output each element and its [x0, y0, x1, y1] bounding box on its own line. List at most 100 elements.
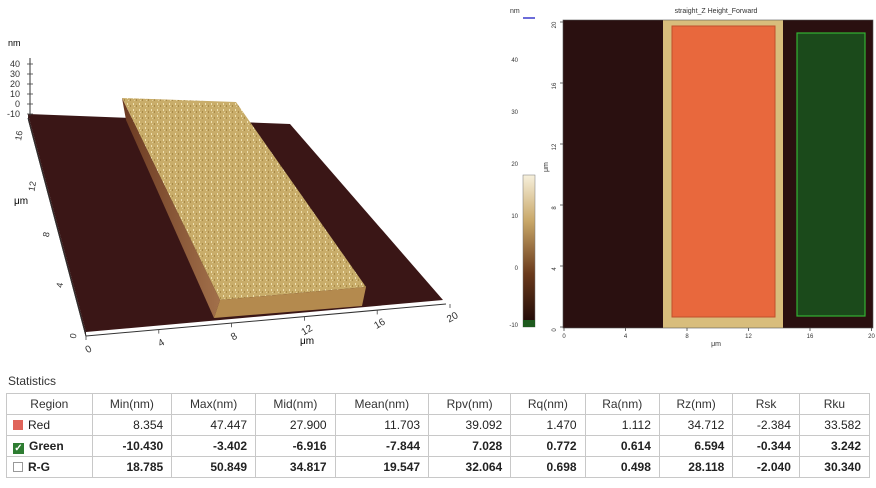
statistics-header-row: Region Min(nm) Max(nm) Mid(nm) Mean(nm) Rpv(n…	[6, 393, 871, 415]
statistics-title: Statistics	[8, 374, 57, 388]
statistic-value: -0.344	[732, 435, 800, 457]
z-tick-label: 30	[10, 69, 20, 79]
z-tick-label: 0	[15, 99, 20, 109]
colorbar-tick-label: 30	[511, 110, 518, 116]
statistic-value: -2.040	[732, 456, 800, 478]
region-color-swatch	[13, 420, 23, 430]
map-y-tick-label: 16	[552, 82, 558, 89]
map-y-tick-label: 20	[552, 21, 558, 28]
map-y-tick-label: 4	[552, 267, 558, 271]
region-name: Red	[28, 418, 51, 432]
colorbar-tick-label: 10	[511, 214, 518, 220]
map-y-tick-label: 12	[552, 143, 558, 150]
x-axis-unit: μm	[300, 336, 314, 347]
statistic-value: 30.340	[798, 456, 871, 478]
map-x-tick-label: 20	[868, 334, 875, 340]
y-tick-label: 4	[54, 282, 65, 289]
statistic-value: 32.064	[428, 456, 512, 478]
column-header[interactable]: Mid(nm)	[255, 393, 336, 415]
map-x-tick-label: 4	[624, 334, 628, 340]
statistic-value: 0.498	[584, 456, 660, 478]
statistic-value: 3.242	[798, 435, 871, 457]
statistic-value: 11.703	[334, 414, 430, 436]
map-y-tick-label: 8	[552, 206, 558, 210]
z-tick-label: 40	[10, 59, 20, 69]
y-tick-label: 16	[13, 130, 25, 142]
column-header[interactable]: Min(nm)	[91, 393, 173, 415]
region-cell[interactable]: Red	[6, 414, 93, 436]
statistic-value: 50.849	[171, 456, 257, 478]
map-x-tick-label: 0	[562, 334, 566, 340]
colorbar-unit: nm	[510, 8, 520, 15]
colorbar-tick-label: -10	[509, 323, 518, 329]
x-tick-label: 8	[229, 331, 240, 344]
x-tick-label: 4	[156, 337, 167, 350]
statistic-value: 19.547	[334, 456, 430, 478]
region-checkbox[interactable]: ✓	[13, 442, 24, 454]
statistic-value: 0.698	[510, 456, 586, 478]
statistic-value: 27.900	[255, 414, 336, 436]
statistics-row[interactable]: R-G 18.785 50.849 34.817 19.547 32.064 0.698 0.…	[6, 456, 871, 478]
map-title: straight_Z Height_Forward	[675, 8, 758, 15]
red-region[interactable]	[671, 25, 776, 318]
region-name: Green	[29, 438, 64, 453]
map-x-unit: μm	[711, 341, 721, 348]
x-tick-label: 0	[84, 343, 95, 356]
map-y-unit: μm	[543, 162, 550, 172]
statistic-value: 33.582	[798, 414, 871, 436]
region-cell[interactable]: R-G	[6, 456, 93, 478]
statistic-value: 7.028	[428, 435, 512, 457]
region-cell[interactable]: ✓ Green	[6, 435, 93, 457]
stripe-front-face	[214, 287, 366, 318]
statistic-value: -7.844	[334, 435, 430, 457]
map-y-tick-label: 0	[552, 328, 558, 332]
column-header[interactable]: Rpv(nm)	[428, 393, 512, 415]
statistic-value: 1.470	[510, 414, 586, 436]
y-tick-label: 8	[41, 231, 52, 238]
y-tick-label: 12	[27, 180, 39, 192]
x-tick-label: 20	[445, 310, 461, 325]
y-tick-label: 0	[68, 333, 79, 340]
map-x-tick-label: 16	[807, 334, 814, 340]
z-tick-label: -10	[7, 109, 20, 119]
statistic-value: 39.092	[428, 414, 512, 436]
statistic-value: 0.772	[510, 435, 586, 457]
statistics-row[interactable]: ✓ Green -10.430 -3.402 -6.916 -7.844 7.028 0.77…	[6, 435, 871, 457]
map-x-tick-label: 12	[745, 334, 752, 340]
region-name: R-G	[28, 460, 50, 474]
y-axis-line	[27, 117, 87, 337]
column-header[interactable]: Mean(nm)	[334, 393, 430, 415]
z-tick-label: 10	[10, 89, 20, 99]
statistic-value: -3.402	[171, 435, 257, 457]
statistics-table: Region Min(nm) Max(nm) Mid(nm) Mean(nm) Rpv(n…	[6, 393, 871, 478]
column-header[interactable]: Max(nm)	[171, 393, 257, 415]
stripe-top	[122, 98, 366, 300]
statistic-value: 18.785	[91, 456, 173, 478]
green-region[interactable]	[796, 32, 866, 317]
statistic-value: -10.430	[91, 435, 173, 457]
column-header[interactable]: Rz(nm)	[658, 393, 734, 415]
map-frame	[562, 19, 874, 329]
statistic-value: 1.112	[584, 414, 660, 436]
x-tick-label: 12	[300, 323, 316, 338]
colorbar-tick-label: 40	[511, 58, 518, 64]
map-x-tick-label: 8	[685, 334, 689, 340]
statistics-row[interactable]: Red 8.354 47.447 27.900 11.703 39.092 1.470 1.1…	[6, 414, 871, 436]
column-header[interactable]: Rku	[798, 393, 871, 415]
height-map-stripe	[663, 20, 783, 328]
x-tick-label: 16	[372, 316, 388, 331]
statistic-value: 34.817	[255, 456, 336, 478]
column-header[interactable]: Ra(nm)	[584, 393, 660, 415]
statistic-value: 34.712	[658, 414, 734, 436]
colorbar-tick-label: 0	[515, 266, 519, 272]
column-header[interactable]: Region	[6, 393, 93, 415]
stripe-left-side	[122, 98, 220, 318]
column-header[interactable]: Rq(nm)	[510, 393, 586, 415]
column-header[interactable]: Rsk	[732, 393, 800, 415]
z-axis-unit: nm	[8, 38, 21, 48]
statistic-value: 8.354	[91, 414, 173, 436]
colorbar	[522, 174, 536, 328]
z-tick-label: 20	[10, 79, 20, 89]
region-color-swatch	[13, 462, 23, 472]
